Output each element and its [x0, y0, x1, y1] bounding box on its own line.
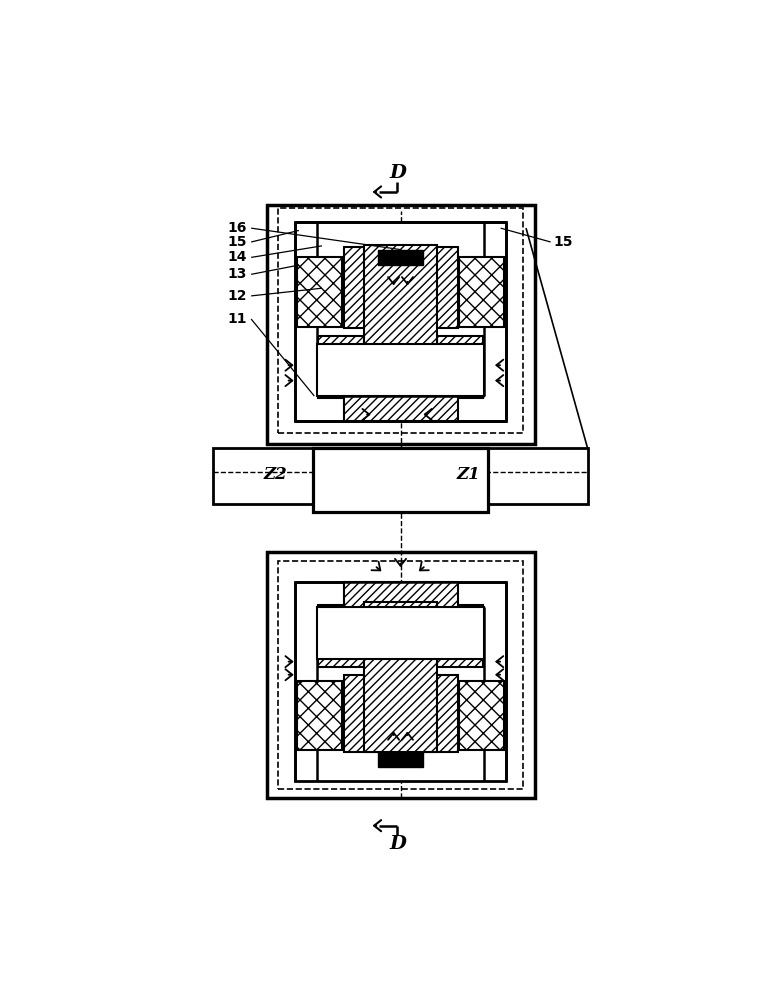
Text: Z2: Z2 [264, 466, 288, 483]
Bar [295, 582, 506, 781]
Bar [313, 448, 488, 512]
Text: Z1: Z1 [457, 466, 480, 483]
Bar [266, 551, 535, 798]
Text: 15: 15 [553, 235, 573, 249]
Bar [317, 607, 485, 659]
Bar [437, 606, 483, 667]
Bar [317, 236, 485, 396]
Bar [459, 257, 504, 327]
Bar [459, 681, 504, 750]
Bar [297, 681, 342, 750]
Bar [344, 582, 457, 612]
Bar [278, 560, 523, 789]
Text: 14: 14 [228, 250, 248, 264]
Bar [297, 257, 342, 327]
Bar [318, 336, 365, 398]
Bar [318, 606, 365, 667]
Bar [295, 222, 506, 421]
Bar [344, 248, 457, 329]
Bar [278, 208, 523, 433]
Bar [378, 751, 423, 767]
Bar [344, 391, 457, 421]
Bar [213, 448, 313, 504]
Text: D: D [389, 836, 406, 853]
Bar [365, 246, 437, 391]
Text: 15: 15 [228, 235, 248, 249]
Text: 11: 11 [228, 312, 248, 326]
Bar [378, 249, 423, 265]
Text: 12: 12 [228, 289, 248, 303]
Bar [488, 448, 588, 504]
Bar [365, 602, 437, 751]
Bar [344, 675, 457, 751]
Bar [317, 344, 485, 396]
Text: 13: 13 [228, 267, 248, 281]
Bar [437, 336, 483, 398]
Text: D: D [389, 163, 406, 182]
Bar [317, 607, 485, 767]
Text: 16: 16 [228, 221, 248, 236]
Bar [266, 205, 535, 444]
